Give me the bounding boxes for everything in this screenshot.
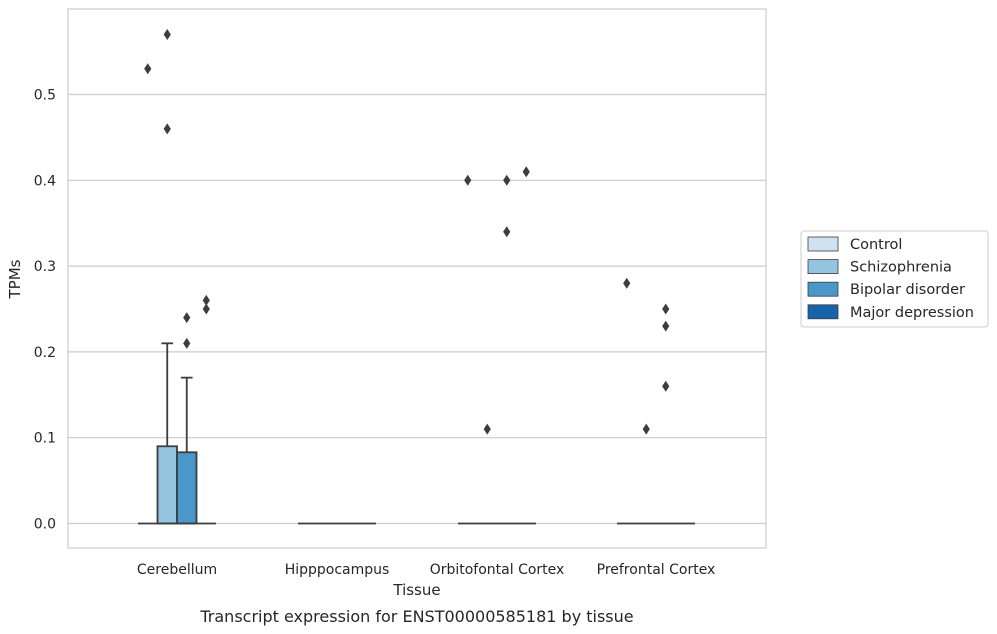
outlier-point — [662, 320, 670, 332]
plot-frame — [67, 8, 767, 549]
outlier-point — [202, 294, 210, 306]
legend-swatch — [807, 236, 839, 252]
outlier-point — [183, 312, 191, 324]
y-tick-label: 0.4 — [34, 173, 56, 189]
outlier-point — [522, 166, 530, 178]
chart-caption: Transcript expression for ENST0000058518… — [199, 607, 633, 626]
box-group — [138, 63, 158, 525]
outlier-point — [202, 303, 210, 315]
box-group — [636, 423, 656, 525]
box-group — [617, 277, 637, 525]
outlier-point — [183, 337, 191, 349]
outlier-point — [464, 174, 472, 186]
x-tick-label: Prefrontal Cortex — [597, 562, 716, 578]
x-tick-label: Orbitofontal Cortex — [430, 562, 565, 578]
outlier-point — [623, 277, 631, 289]
legend-label: Control — [850, 237, 902, 253]
legend-swatch — [807, 281, 839, 297]
legend-frame — [800, 230, 989, 328]
x-tick-labels: Cerebellum Hipppocampus Orbitofontal Corte… — [137, 562, 715, 578]
x-tick-label: Hipppocampus — [285, 562, 390, 578]
outlier-point — [662, 303, 670, 315]
box-group — [156, 28, 178, 525]
y-tick-label: 0.5 — [34, 88, 56, 104]
box-group — [196, 294, 216, 525]
outlier-point — [503, 226, 511, 238]
plot-area — [138, 28, 695, 525]
legend: Control Schizophrenia Bipolar disorder Majo… — [800, 230, 989, 328]
outlier-point — [503, 174, 511, 186]
box-group — [497, 174, 517, 525]
outlier-point — [144, 63, 152, 75]
outlier-point — [642, 423, 650, 435]
legend-swatch — [807, 304, 839, 320]
outlier-point — [483, 423, 491, 435]
x-tick-label: Cerebellum — [137, 562, 217, 578]
legend-label: Schizophrenia — [850, 260, 952, 276]
legend-label: Bipolar disorder — [850, 282, 965, 298]
x-axis-label: Tissue — [392, 581, 440, 599]
box-group — [458, 174, 478, 525]
box-group — [656, 303, 676, 525]
y-tick-labels: 0.0 0.1 0.2 0.3 0.4 0.5 — [34, 88, 56, 533]
legend-swatch — [807, 259, 839, 275]
box-group — [176, 312, 198, 525]
box-group — [516, 166, 536, 525]
y-tick-label: 0.0 — [34, 517, 56, 533]
y-tick-label: 0.1 — [34, 431, 56, 447]
outlier-point — [163, 123, 171, 135]
box-group — [477, 423, 497, 525]
y-tick-label: 0.3 — [34, 259, 56, 275]
y-axis-label: TPMs — [6, 259, 24, 299]
legend-label: Major depression — [850, 305, 974, 321]
outlier-point — [662, 380, 670, 392]
outlier-point — [163, 28, 171, 40]
box — [156, 445, 178, 525]
y-tick-label: 0.2 — [34, 345, 56, 361]
box — [176, 451, 198, 525]
